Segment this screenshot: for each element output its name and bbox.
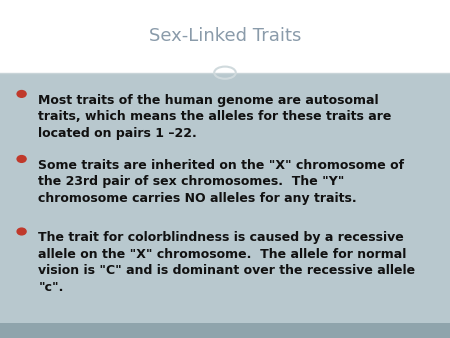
Text: Some traits are inherited on the "X" chromosome of
the 23rd pair of sex chromoso: Some traits are inherited on the "X" chr… <box>38 159 405 205</box>
Circle shape <box>17 155 26 162</box>
Text: Sex-Linked Traits: Sex-Linked Traits <box>149 27 301 45</box>
Text: The trait for colorblindness is caused by a recessive
allele on the "X" chromoso: The trait for colorblindness is caused b… <box>38 232 415 294</box>
Circle shape <box>17 228 26 235</box>
Circle shape <box>17 91 26 97</box>
FancyBboxPatch shape <box>0 323 450 338</box>
Text: Most traits of the human genome are autosomal
traits, which means the alleles fo: Most traits of the human genome are auto… <box>38 94 392 140</box>
FancyBboxPatch shape <box>0 73 450 323</box>
